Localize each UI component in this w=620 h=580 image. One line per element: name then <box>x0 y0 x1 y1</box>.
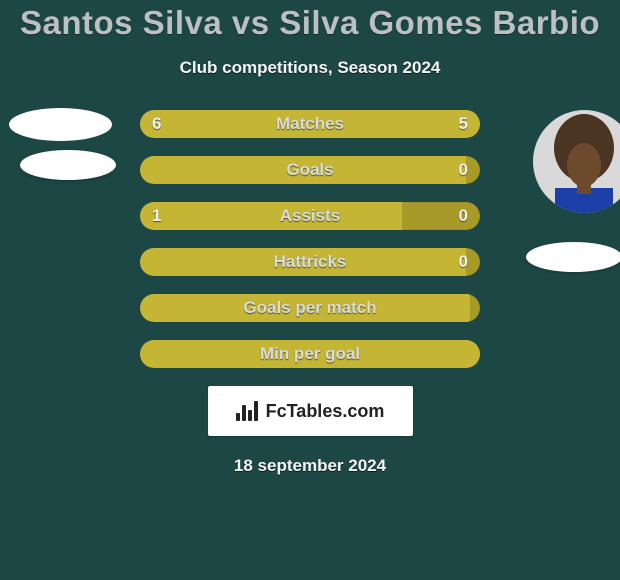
metric-label: Goals <box>140 156 480 184</box>
metric-row: Matches6 5 <box>140 110 480 138</box>
metric-row: Assists1 0 <box>140 202 480 230</box>
metric-row: Goals per match <box>140 294 480 322</box>
player-right-club-badge <box>526 242 620 272</box>
comparison-content: Matches65Goals0Assists10Hattricks0Goals … <box>0 110 620 476</box>
metric-value-right: 0 <box>459 248 468 276</box>
metric-row: Goals0 <box>140 156 480 184</box>
metric-label: Assists <box>140 202 480 230</box>
metric-value-left: 6 <box>152 110 161 138</box>
metric-value-left: 1 <box>152 202 161 230</box>
page-title: Santos Silva vs Silva Gomes Barbio <box>0 0 620 42</box>
metric-value-right: 0 <box>459 202 468 230</box>
metric-label: Matches <box>140 110 480 138</box>
metric-bars: Matches65Goals0Assists10Hattricks0Goals … <box>140 110 480 368</box>
metric-label: Goals per match <box>140 294 480 322</box>
player-left-club-badge <box>20 150 116 180</box>
branding-text: FcTables.com <box>266 401 385 422</box>
metric-label: Hattricks <box>140 248 480 276</box>
bar-chart-icon <box>236 401 260 421</box>
player-left-avatar <box>9 108 112 141</box>
subtitle: Club competitions, Season 2024 <box>0 58 620 78</box>
metric-value-right: 5 <box>459 110 468 138</box>
metric-label: Min per goal <box>140 340 480 368</box>
branding-badge: FcTables.com <box>208 386 413 436</box>
date-label: 18 september 2024 <box>0 456 620 476</box>
metric-row: Min per goal <box>140 340 480 368</box>
metric-value-right: 0 <box>459 156 468 184</box>
player-right-avatar <box>533 110 620 213</box>
metric-row: Hattricks0 <box>140 248 480 276</box>
